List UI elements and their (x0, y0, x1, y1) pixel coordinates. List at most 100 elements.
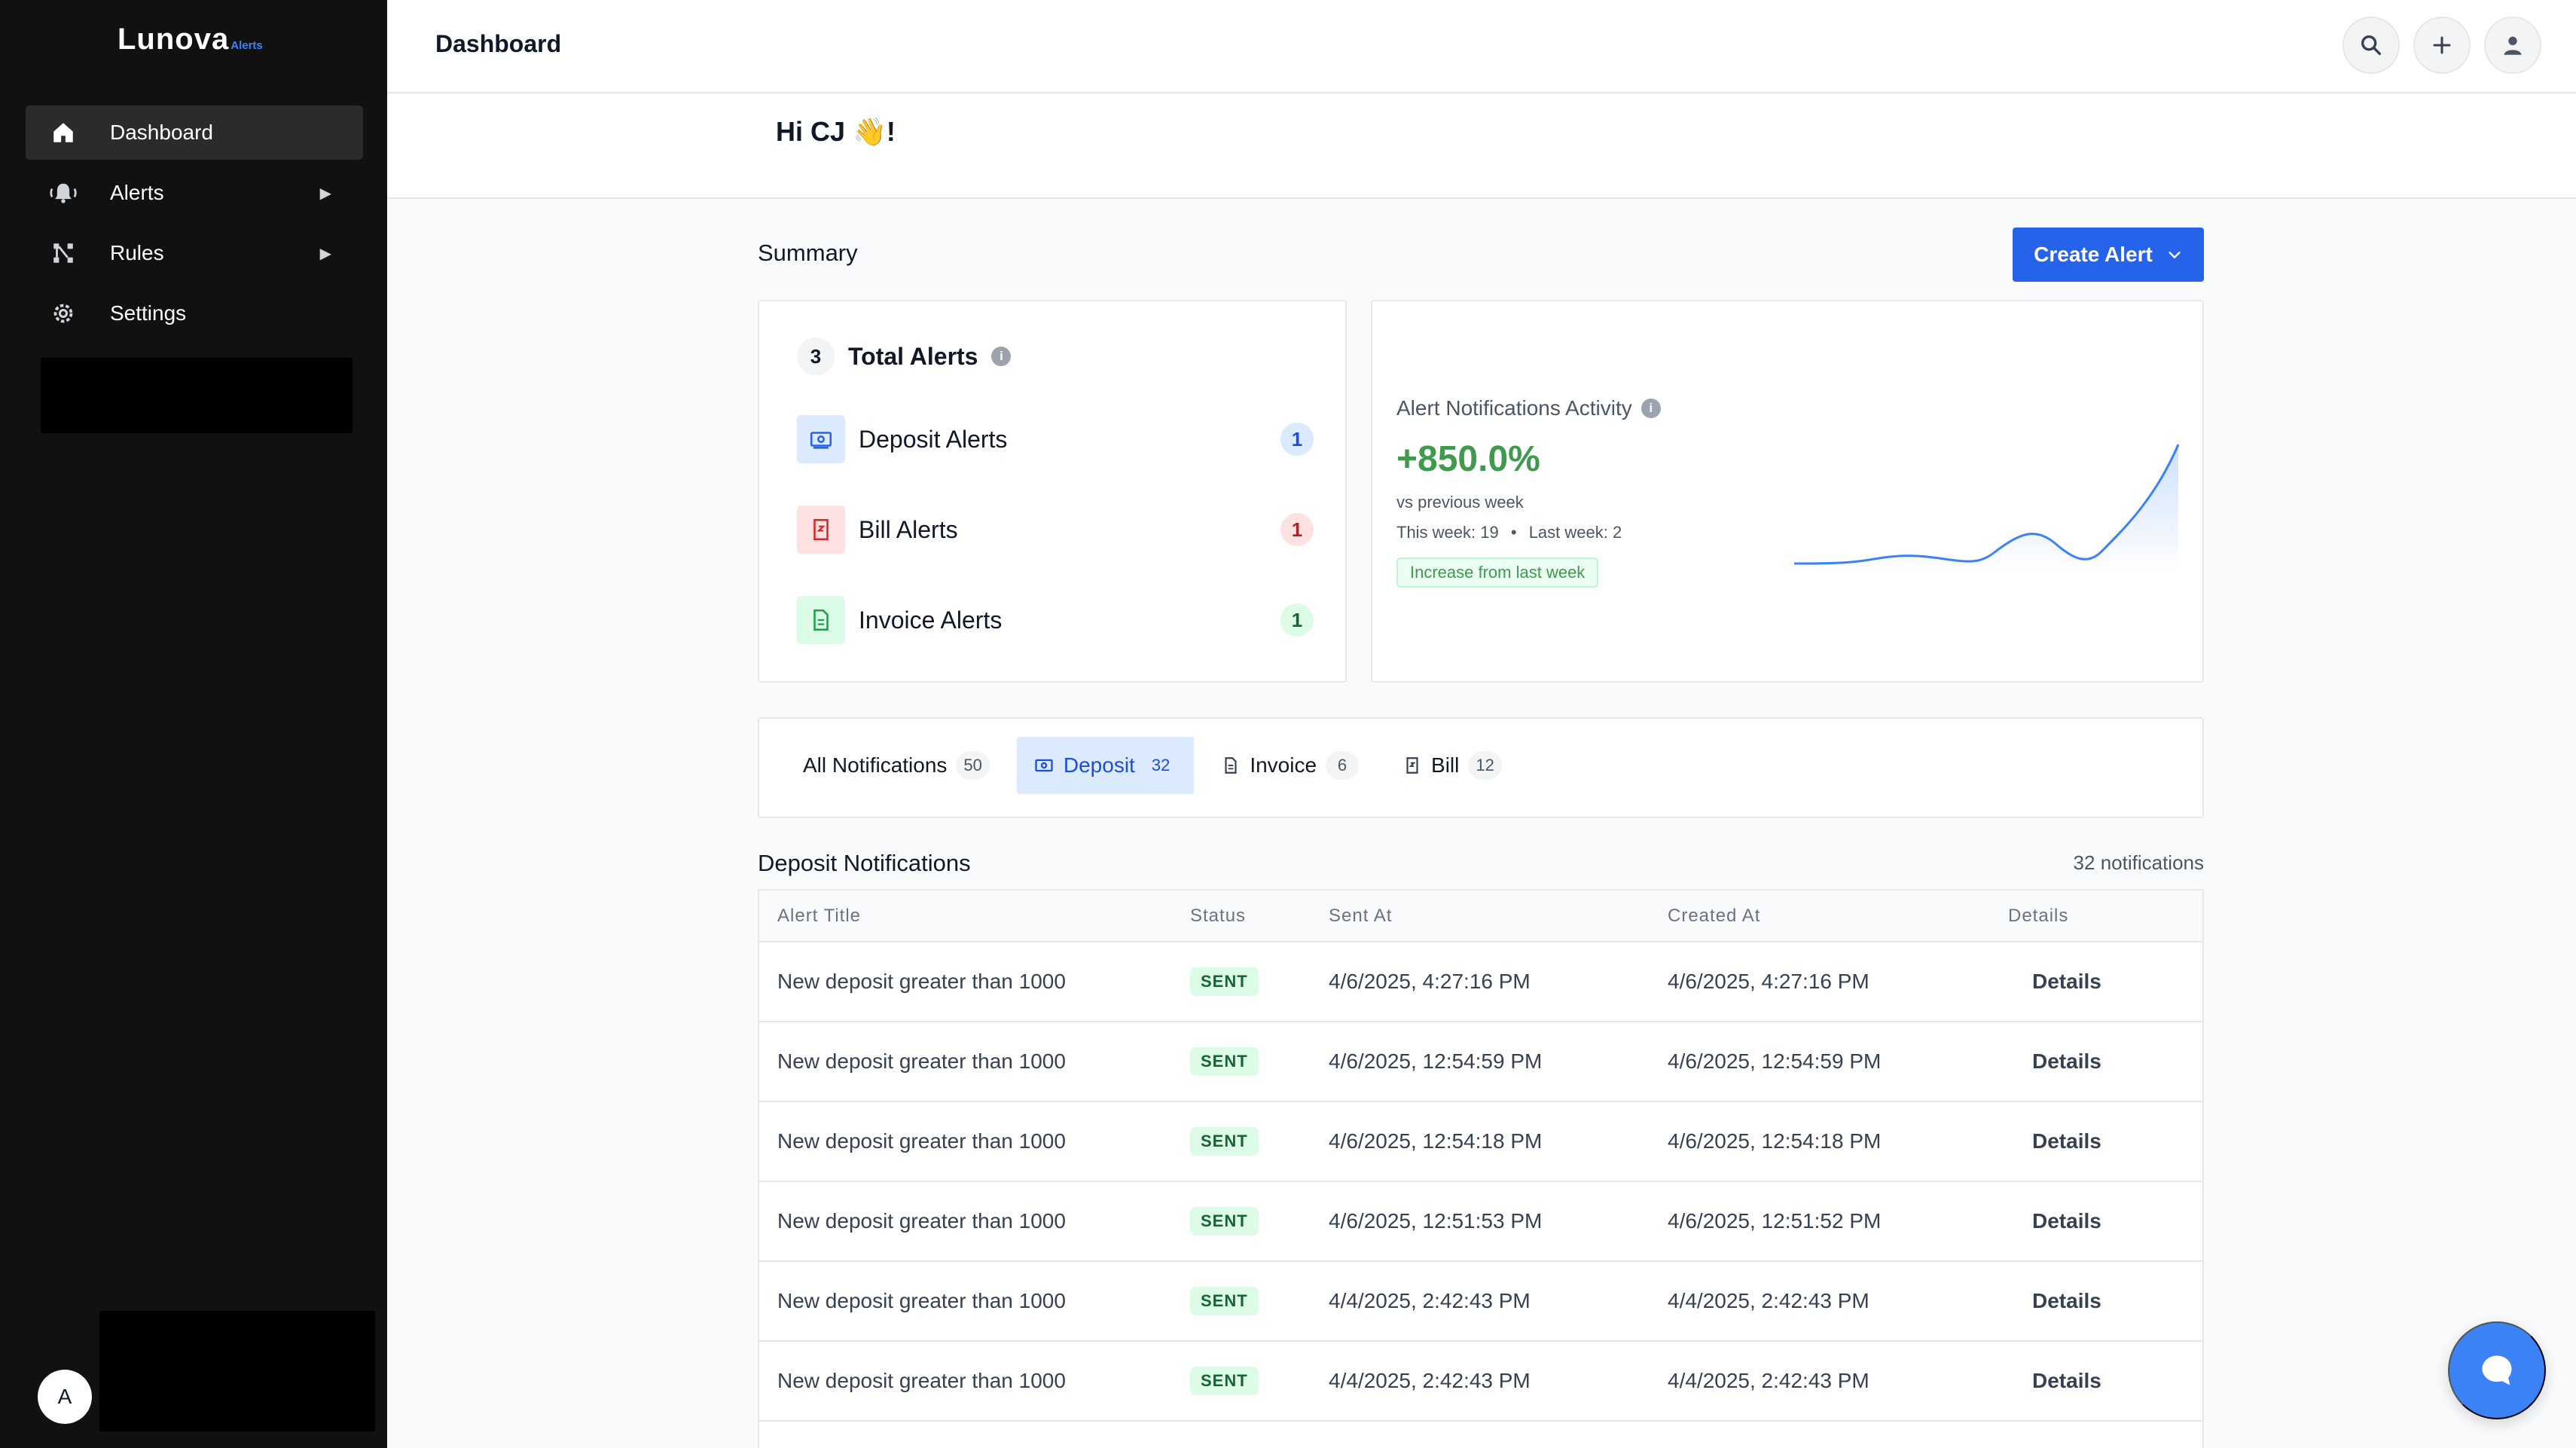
bill-alerts-label: Bill Alerts (859, 515, 958, 543)
tab-label: Bill (1431, 753, 1460, 777)
details-link[interactable]: Details (2008, 942, 2202, 1022)
separator: • (1510, 523, 1517, 542)
this-week-text: This week: 19 (1396, 523, 1499, 542)
table-row[interactable] (759, 1421, 2202, 1448)
status-cell: SENT (1190, 942, 1329, 1022)
expand-arrow-icon[interactable]: ▶ (319, 245, 331, 262)
status-cell: SENT (1190, 1101, 1329, 1182)
sidebar-item-label: Settings (110, 301, 187, 325)
sent-at-cell: 4/6/2025, 12:54:59 PM (1329, 1022, 1668, 1102)
details-link[interactable]: Details (2008, 1101, 2202, 1182)
details-link[interactable]: Details (2008, 1261, 2202, 1342)
details-link[interactable] (2008, 1421, 2202, 1448)
info-icon[interactable]: i (991, 347, 1012, 366)
list-count: 32 notifications (2073, 851, 2204, 874)
column-header[interactable]: Status (1190, 890, 1329, 942)
notification-tabs-card: All Notifications 50 Deposit 32 Invoice … (758, 717, 2204, 818)
column-header[interactable]: Created At (1668, 890, 2008, 942)
trend-badge: Increase from last week (1396, 558, 1599, 588)
table-row[interactable]: New deposit greater than 1000 SENT 4/6/2… (759, 942, 2202, 1022)
create-alert-label: Create Alert (2034, 243, 2153, 266)
tab-invoice[interactable]: Invoice 6 (1204, 737, 1375, 794)
deposit-alerts-row[interactable]: Deposit Alerts 1 (797, 414, 1314, 464)
sidebar-item-label: Alerts (110, 181, 164, 204)
logo[interactable]: Lunova Alerts (118, 23, 263, 57)
chat-bubble-icon (2482, 1355, 2512, 1385)
tab-count: 6 (1326, 751, 1360, 780)
page-title: Dashboard (435, 30, 562, 57)
search-button[interactable] (2343, 17, 2400, 74)
invoice-alerts-label: Invoice Alerts (859, 606, 1003, 634)
created-at-cell: 4/6/2025, 12:54:18 PM (1668, 1101, 2008, 1182)
status-cell: SENT (1190, 1341, 1329, 1422)
user-avatar[interactable]: A (38, 1370, 92, 1424)
table-row[interactable]: New deposit greater than 1000 SENT 4/4/2… (759, 1261, 2202, 1342)
details-link[interactable]: Details (2008, 1181, 2202, 1262)
chat-button[interactable] (2448, 1321, 2546, 1419)
status-badge: SENT (1190, 967, 1259, 996)
logo-sub: Alerts (230, 39, 263, 52)
profile-button[interactable] (2484, 17, 2541, 74)
invoice-icon (1225, 757, 1237, 774)
details-link[interactable]: Details (2008, 1022, 2202, 1102)
activity-sparkline (1794, 444, 2180, 573)
tab-label: Invoice (1250, 753, 1317, 777)
top-header: Dashboard (387, 0, 2576, 93)
create-alert-button[interactable]: Create Alert (2013, 228, 2204, 282)
table-row[interactable]: New deposit greater than 1000 SENT 4/6/2… (759, 1101, 2202, 1182)
activity-week-stats: This week: 19 • Last week: 2 (1396, 523, 1622, 542)
deposit-icon (1035, 759, 1053, 772)
column-header: Details (2008, 890, 2202, 942)
sidebar-item-label: Rules (110, 241, 164, 264)
alert-title-cell (759, 1421, 1190, 1448)
info-icon[interactable]: i (1641, 399, 1661, 418)
tab-label: All Notifications (803, 753, 948, 777)
rules-icon (48, 238, 78, 268)
sidebar-item-settings[interactable]: Settings (26, 286, 363, 341)
details-link[interactable]: Details (2008, 1341, 2202, 1422)
tab-label: Deposit (1063, 753, 1135, 777)
column-header[interactable]: Alert Title (759, 890, 1190, 942)
activity-change: +850.0% (1396, 439, 1540, 479)
sent-at-cell: 4/6/2025, 4:27:16 PM (1329, 942, 1668, 1022)
notification-tabs: All Notifications 50 Deposit 32 Invoice … (786, 737, 1518, 794)
expand-arrow-icon[interactable]: ▶ (319, 185, 331, 202)
bill-icon (797, 506, 845, 554)
tab-bill[interactable]: Bill 12 (1386, 737, 1518, 794)
column-header[interactable]: Sent At (1329, 890, 1668, 942)
invoice-alerts-row[interactable]: Invoice Alerts 1 (797, 595, 1314, 645)
add-button[interactable] (2413, 17, 2471, 74)
tab-count: 32 (1143, 751, 1178, 780)
tab-deposit[interactable]: Deposit 32 (1016, 737, 1195, 794)
sidebar-item-rules[interactable]: Rules ▶ (26, 226, 363, 280)
created-at-cell: 4/6/2025, 12:51:52 PM (1668, 1181, 2008, 1262)
status-cell: SENT (1190, 1181, 1329, 1262)
search-icon (2361, 35, 2382, 56)
status-cell (1190, 1421, 1329, 1448)
alert-title-cell: New deposit greater than 1000 (759, 1181, 1190, 1262)
table-header-row: Alert Title Status Sent At Created At De… (759, 890, 2202, 942)
status-badge: SENT (1190, 1367, 1259, 1395)
summary-title: Summary (758, 240, 858, 266)
alert-title-cell: New deposit greater than 1000 (759, 1341, 1190, 1422)
sidebar-item-alerts[interactable]: Alerts ▶ (26, 166, 363, 220)
activity-vs-text: vs previous week (1396, 493, 1524, 512)
sent-at-cell (1329, 1421, 1668, 1448)
table-row[interactable]: New deposit greater than 1000 SENT 4/6/2… (759, 1181, 2202, 1262)
sent-at-cell: 4/6/2025, 12:54:18 PM (1329, 1101, 1668, 1182)
invoice-alerts-count: 1 (1280, 603, 1314, 637)
tab-all-notifications[interactable]: All Notifications 50 (786, 737, 1006, 794)
status-badge: SENT (1190, 1207, 1259, 1236)
alert-title-cell: New deposit greater than 1000 (759, 1022, 1190, 1102)
sidebar: Lunova Alerts Dashboard Alerts ▶ Rules ▶ (0, 0, 387, 1448)
sent-at-cell: 4/6/2025, 12:51:53 PM (1329, 1181, 1668, 1262)
header-actions (2343, 17, 2541, 74)
sparkline-line (1794, 444, 2180, 565)
table-row[interactable]: New deposit greater than 1000 SENT 4/6/2… (759, 1022, 2202, 1102)
sidebar-item-dashboard[interactable]: Dashboard (26, 105, 363, 160)
table-row[interactable]: New deposit greater than 1000 SENT 4/4/2… (759, 1341, 2202, 1422)
notifications-table: Alert Title Status Sent At Created At De… (758, 889, 2204, 1448)
bill-alerts-row[interactable]: Bill Alerts 1 (797, 505, 1314, 554)
plus-icon (2433, 36, 2451, 54)
last-week-text: Last week: 2 (1528, 523, 1622, 542)
